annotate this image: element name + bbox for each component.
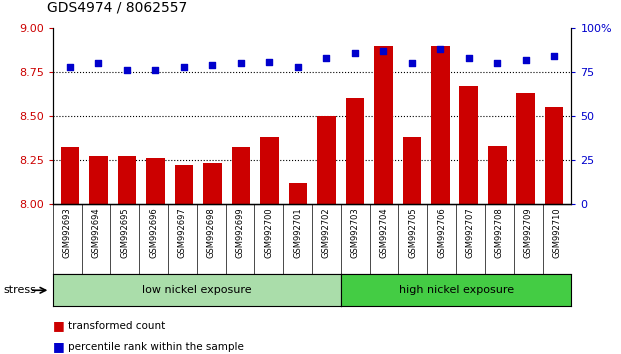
Bar xyxy=(345,98,364,204)
Bar xyxy=(89,156,107,204)
Point xyxy=(65,64,75,70)
Text: GSM992699: GSM992699 xyxy=(235,207,245,258)
Text: GSM992709: GSM992709 xyxy=(524,207,533,258)
Point xyxy=(407,61,417,66)
Point xyxy=(122,68,132,73)
Bar xyxy=(260,137,279,204)
Point xyxy=(549,53,559,59)
Text: high nickel exposure: high nickel exposure xyxy=(399,285,514,295)
Text: GSM992701: GSM992701 xyxy=(293,207,302,258)
Bar xyxy=(488,146,507,204)
Bar xyxy=(317,116,335,204)
Text: GSM992704: GSM992704 xyxy=(379,207,389,258)
Bar xyxy=(203,163,222,204)
Bar xyxy=(402,137,421,204)
Point xyxy=(521,57,531,63)
Text: GSM992708: GSM992708 xyxy=(495,207,504,258)
Point xyxy=(179,64,189,70)
Text: GSM992706: GSM992706 xyxy=(437,207,446,258)
Text: GSM992696: GSM992696 xyxy=(149,207,158,258)
Text: GSM992695: GSM992695 xyxy=(120,207,129,258)
Point xyxy=(150,68,160,73)
Text: GSM992698: GSM992698 xyxy=(207,207,215,258)
Text: transformed count: transformed count xyxy=(68,321,166,331)
Text: GSM992697: GSM992697 xyxy=(178,207,187,258)
Text: stress: stress xyxy=(3,285,36,295)
Text: GDS4974 / 8062557: GDS4974 / 8062557 xyxy=(47,0,187,14)
Point xyxy=(236,61,246,66)
Bar xyxy=(374,46,392,204)
Point xyxy=(321,55,331,61)
Point xyxy=(435,46,445,52)
Bar xyxy=(117,156,136,204)
Point xyxy=(492,61,502,66)
Text: GSM992700: GSM992700 xyxy=(265,207,273,258)
Point xyxy=(207,62,217,68)
Point xyxy=(93,61,103,66)
Point xyxy=(350,50,360,56)
Point xyxy=(293,64,303,70)
Point xyxy=(378,48,388,54)
Text: percentile rank within the sample: percentile rank within the sample xyxy=(68,342,244,352)
Text: GSM992702: GSM992702 xyxy=(322,207,331,258)
Text: ■: ■ xyxy=(53,319,65,332)
Text: GSM992703: GSM992703 xyxy=(351,207,360,258)
Bar xyxy=(517,93,535,204)
Text: GSM992694: GSM992694 xyxy=(91,207,101,258)
Bar xyxy=(545,107,563,204)
Point xyxy=(464,55,474,61)
Bar xyxy=(289,183,307,204)
Text: GSM992710: GSM992710 xyxy=(553,207,561,258)
Text: GSM992707: GSM992707 xyxy=(466,207,475,258)
Bar xyxy=(232,148,250,204)
Bar xyxy=(146,158,165,204)
Bar xyxy=(460,86,478,204)
Point xyxy=(265,59,274,64)
Text: GSM992705: GSM992705 xyxy=(409,207,417,258)
Bar xyxy=(61,148,79,204)
Text: GSM992693: GSM992693 xyxy=(63,207,71,258)
Text: ■: ■ xyxy=(53,341,65,353)
Bar xyxy=(431,46,450,204)
Bar xyxy=(175,165,193,204)
Text: low nickel exposure: low nickel exposure xyxy=(142,285,252,295)
